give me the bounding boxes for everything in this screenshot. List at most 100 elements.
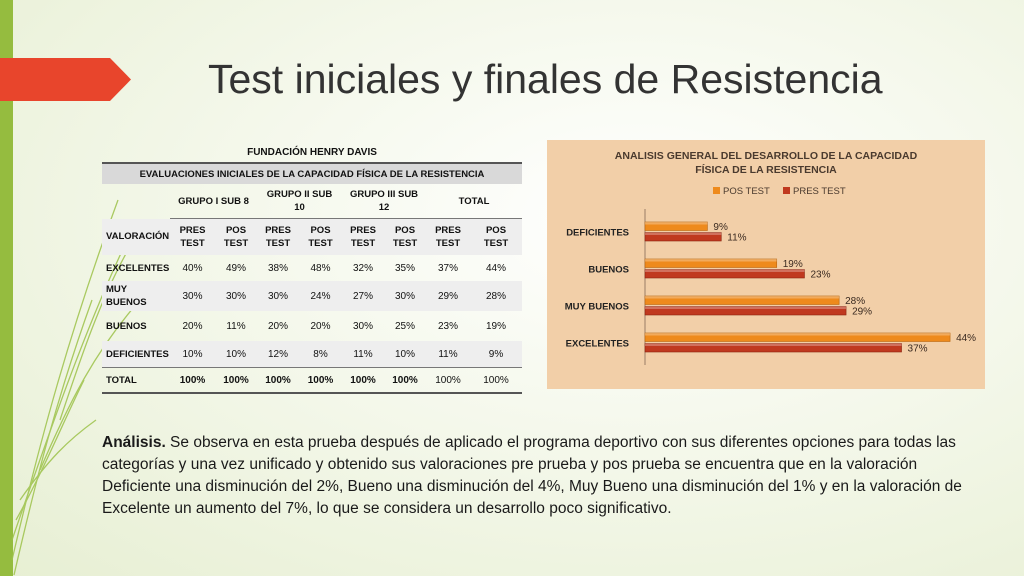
table-subtitle: EVALUACIONES INICIALES DE LA CAPACIDAD F…	[102, 162, 523, 184]
legend-swatch	[713, 187, 720, 194]
column-header: PRES TEST	[257, 218, 299, 255]
table-cell: 10%	[384, 341, 426, 368]
bar-highlight	[645, 222, 708, 225]
category-label: MUY BUENOS	[565, 302, 629, 313]
table-cell: 20%	[182, 320, 203, 332]
bar	[644, 232, 722, 242]
data-label: 9%	[713, 222, 728, 233]
legend-label: PRES TEST	[793, 186, 846, 197]
table-cell: 44%	[486, 262, 507, 274]
column-header: PRES TEST	[170, 218, 215, 255]
bar	[644, 343, 902, 353]
table-cell: 30%	[215, 281, 257, 311]
group-header: TOTAL	[426, 184, 523, 219]
table-banner: FUNDACIÓN HENRY DAVIS	[247, 146, 377, 158]
row-label: DEFICIENTES	[102, 341, 170, 368]
valoracion-header: VALORACIÓN	[102, 218, 170, 255]
category-label: EXCELENTES	[566, 339, 629, 350]
title-arrow-banner	[0, 58, 131, 101]
table-cell: 12%	[257, 341, 299, 368]
table-cell: 10%	[170, 341, 215, 368]
table-cell: 100%	[470, 367, 523, 394]
table-cell: 23%	[437, 320, 458, 332]
decorative-leaf-lines	[11, 199, 141, 576]
table-cell: 35%	[394, 262, 415, 274]
data-label: 11%	[727, 233, 746, 244]
table-cell: 24%	[299, 281, 342, 311]
table-cell: 38%	[267, 262, 288, 274]
left-accent-band	[0, 0, 13, 576]
table-cell: 28%	[470, 281, 523, 311]
analysis-paragraph: Análisis. Se observa en esta prueba desp…	[102, 432, 982, 520]
row-label: MUY BUENOS	[102, 281, 170, 311]
data-label: 44%	[956, 333, 976, 344]
table-cell: 100%	[384, 367, 426, 394]
table-cell: 30%	[384, 281, 426, 311]
table-cell: 30%	[257, 281, 299, 311]
table-cell: 100%	[426, 367, 470, 394]
legend-label: POS TEST	[723, 186, 770, 197]
table-cell: 10%	[215, 341, 257, 368]
data-label: 19%	[783, 259, 803, 270]
table-cell: 27%	[342, 281, 384, 311]
bar-highlight	[645, 269, 805, 272]
bar	[644, 306, 847, 316]
table-total-row: TOTAL 100% 100% 100% 100% 100% 100% 100%…	[102, 367, 523, 394]
bar-highlight	[645, 333, 951, 336]
chart-plot: POS TEST PRES TEST DEFICIENTES 9%11% BUENOS 1…	[565, 186, 976, 365]
results-table: FUNDACIÓN HENRY DAVIS EVALUACIONES INICI…	[102, 142, 523, 394]
bar-highlight	[645, 296, 840, 299]
table-cell: 48%	[310, 262, 331, 274]
table-cell: 37%	[437, 262, 458, 274]
bar-highlight	[645, 343, 902, 346]
category-label: DEFICIENTES	[566, 228, 629, 239]
bar	[644, 269, 805, 279]
category-label: BUENOS	[588, 265, 629, 276]
bar-highlight	[645, 306, 847, 309]
group-header: GRUPO II SUB 10	[257, 184, 342, 219]
table-cell: 100%	[342, 367, 384, 394]
table-cell: 11%	[226, 320, 246, 332]
table-row: EXCELENTES 40% 49% 38% 48% 32% 35% 37% 4…	[102, 255, 522, 281]
analysis-text: Se observa en esta prueba después de apl…	[102, 434, 962, 517]
group-spacer	[102, 184, 170, 219]
column-header: PRES TEST	[342, 218, 384, 255]
table-cell: 11%	[426, 341, 470, 368]
bar	[644, 332, 951, 342]
slide-title: Test iniciales y finales de Resistencia	[208, 56, 883, 102]
bar-highlight	[645, 259, 777, 262]
table-cell: 100%	[215, 367, 257, 394]
table-cell: 30%	[170, 281, 215, 311]
table-cell: 100%	[257, 367, 299, 394]
row-label: TOTAL	[102, 367, 170, 394]
analysis-label: Análisis.	[102, 434, 166, 451]
column-header: POS TEST	[384, 218, 426, 255]
bar	[644, 295, 840, 305]
table-cell: 49%	[225, 262, 246, 274]
data-label: 29%	[852, 307, 872, 318]
column-header: POS TEST	[299, 218, 342, 255]
table-cell: 20%	[310, 320, 331, 332]
table-row: DEFICIENTES 10% 10% 12% 8% 11% 10% 11% 9…	[102, 341, 523, 368]
chart-title-line: ANALISIS GENERAL DEL DESARROLLO DE LA CA…	[614, 150, 918, 162]
column-header: PRES TEST	[426, 218, 470, 255]
bar	[644, 221, 708, 231]
column-header: POS TEST	[470, 218, 523, 255]
chart-title: ANALISIS GENERAL DEL DESARROLLO DE LA CA…	[547, 149, 985, 177]
table-row: MUY BUENOS 30% 30% 30% 24% 27% 30% 29% 2…	[102, 281, 523, 311]
bar	[644, 258, 778, 268]
group-header: GRUPO III SUB 12	[342, 184, 426, 219]
table-row: BUENOS 20% 11% 20% 20% 30% 25% 23% 19%	[102, 311, 522, 341]
table-cell: 25%	[394, 320, 415, 332]
data-label: 37%	[908, 344, 928, 355]
table-cell: 20%	[267, 320, 288, 332]
data-label: 28%	[845, 296, 865, 307]
table-cell: 19%	[486, 320, 507, 332]
column-header: POS TEST	[215, 218, 257, 255]
table-cell: 100%	[299, 367, 342, 394]
table-cell: 8%	[299, 341, 342, 368]
row-label: EXCELENTES	[106, 262, 170, 274]
bar-chart: ANALISIS GENERAL DEL DESARROLLO DE LA CA…	[547, 140, 985, 389]
table-cell: 11%	[342, 341, 384, 368]
group-header: GRUPO I SUB 8	[170, 184, 257, 219]
